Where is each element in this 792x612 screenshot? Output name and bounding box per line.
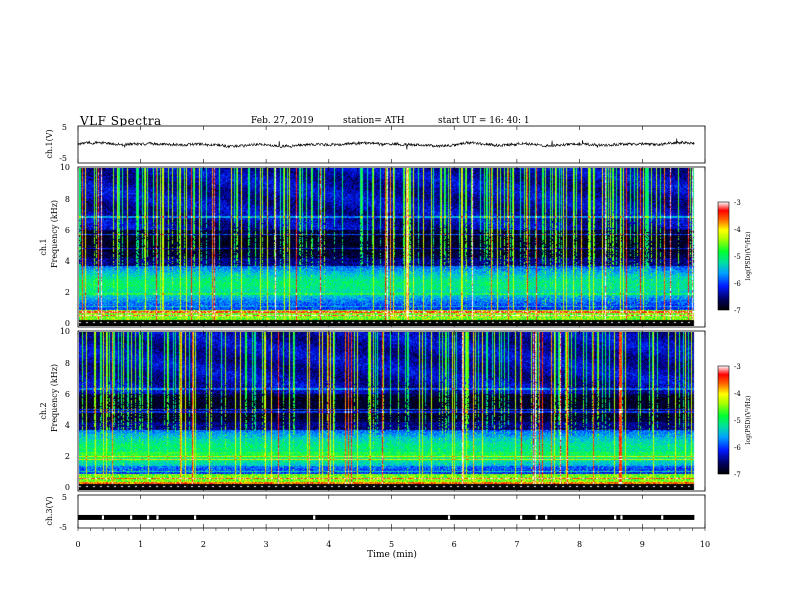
ch1-spec-ylabel-frequency: Frequency (kHz) bbox=[50, 200, 59, 268]
ch3-trace-gap bbox=[614, 515, 617, 520]
ch1-wave-ytick-top: 5 bbox=[62, 123, 67, 132]
x-tick-label-6: 6 bbox=[452, 540, 457, 549]
ch2-colorbar-label: log(PSD)(V²/Hz) bbox=[745, 396, 752, 445]
ch3-waveform-trace bbox=[78, 514, 695, 520]
ch2-colorbar-tick-m4: -4 bbox=[734, 390, 741, 398]
ch2-spectrogram-image bbox=[79, 332, 705, 490]
figure-start-time: start UT = 16: 40: 1 bbox=[438, 116, 530, 126]
panel-ch2-spectrogram: 10 8 6 4 2 0 ch.2 Frequency (kHz) -3 -4 … bbox=[39, 327, 752, 492]
ch1-spec-ytick-10: 10 bbox=[60, 163, 70, 172]
ch3-wave-ylabel: ch.3(V) bbox=[45, 496, 54, 525]
ch1-colorbar-tick-m7: -7 bbox=[734, 307, 741, 315]
ch1-wave-ylabel: ch.1(V) bbox=[45, 129, 54, 158]
x-axis-label: Time (min) bbox=[367, 549, 417, 560]
ch2-spec-ytick-0: 0 bbox=[65, 483, 70, 492]
ch3-trace-gap bbox=[535, 515, 538, 520]
ch1-waveform-line bbox=[77, 138, 695, 150]
x-tick-label-10: 10 bbox=[700, 540, 710, 549]
ch2-colorbar-tick-m5: -5 bbox=[734, 417, 741, 425]
ch3-trace-gap bbox=[101, 515, 105, 520]
ch1-spec-ytick-4: 4 bbox=[65, 257, 70, 266]
figure-station: station= ATH bbox=[343, 116, 405, 126]
ch2-spec-ytick-6: 6 bbox=[65, 390, 70, 399]
ch2-spec-ytick-8: 8 bbox=[65, 359, 70, 368]
ch1-colorbar-tick-m4: -4 bbox=[734, 226, 741, 234]
ch3-trace-band bbox=[78, 514, 695, 520]
ch1-colorbar bbox=[717, 201, 730, 311]
ch2-spec-ytick-4: 4 bbox=[65, 421, 70, 430]
ch2-spec-ytick-10: 10 bbox=[60, 327, 70, 336]
ch2-colorbar-tick-m7: -7 bbox=[734, 471, 741, 479]
ch2-spec-ylabel-channel: ch.2 bbox=[39, 402, 48, 419]
ch3-wave-ytick-bottom: -5 bbox=[59, 523, 67, 532]
x-tick-label-0: 0 bbox=[75, 540, 80, 549]
x-tick-label-8: 8 bbox=[577, 540, 582, 549]
x-tick-label-1: 1 bbox=[138, 540, 143, 549]
figure-title: VLF Spectra bbox=[80, 114, 162, 128]
ch3-trace-gap bbox=[146, 515, 150, 520]
ch3-trace-gap bbox=[193, 515, 197, 520]
ch3-trace-gap bbox=[620, 515, 623, 520]
ch2-colorbar-tick-m3: -3 bbox=[734, 363, 741, 371]
ch1-colorbar-tick-m6: -6 bbox=[734, 280, 741, 288]
ch3-wave-frame bbox=[77, 494, 706, 529]
ch2-spec-ylabel-frequency: Frequency (kHz) bbox=[50, 364, 59, 432]
x-axis: 0 1 2 3 4 5 6 7 8 9 10 bbox=[75, 126, 710, 549]
ch3-trace-gap bbox=[545, 515, 548, 520]
ch3-trace-gap bbox=[313, 515, 316, 520]
ch1-spectrogram-image bbox=[79, 168, 705, 326]
ch3-trace-gap bbox=[661, 515, 664, 520]
x-tick-label-5: 5 bbox=[389, 540, 394, 549]
ch3-wave-ytick-top: 5 bbox=[62, 493, 67, 502]
x-tick-label-3: 3 bbox=[264, 540, 269, 549]
ch1-spec-ytick-2: 2 bbox=[65, 288, 70, 297]
panel-ch1-spectrogram: 10 8 6 4 2 0 ch.1 Frequency (kHz) -3 -4 … bbox=[39, 163, 752, 328]
ch1-colorbar-label: log(PSD)(V²/Hz) bbox=[745, 232, 752, 281]
ch2-colorbar bbox=[717, 365, 730, 475]
ch1-colorbar-tick-m5: -5 bbox=[734, 253, 741, 261]
ch2-colorbar-tick-m6: -6 bbox=[734, 444, 741, 452]
panel-ch3-waveform: 5 -5 ch.3(V) bbox=[45, 493, 706, 532]
ch1-spec-ylabel-channel: ch.1 bbox=[39, 238, 48, 255]
ch1-spec-ytick-8: 8 bbox=[65, 195, 70, 204]
x-tick-label-7: 7 bbox=[514, 540, 519, 549]
ch3-trace-gap bbox=[520, 515, 523, 520]
ch1-wave-ytick-bottom: -5 bbox=[59, 154, 67, 163]
figure-date: Feb. 27, 2019 bbox=[251, 116, 314, 126]
ch1-colorbar-tick-m3: -3 bbox=[734, 199, 741, 207]
x-tick-label-9: 9 bbox=[640, 540, 645, 549]
x-tick-label-4: 4 bbox=[326, 540, 331, 549]
ch3-trace-gap bbox=[130, 515, 133, 520]
ch1-spec-ytick-0: 0 bbox=[65, 319, 70, 328]
ch3-trace-gap bbox=[447, 515, 451, 520]
x-tick-label-2: 2 bbox=[201, 540, 206, 549]
ch1-spec-ytick-6: 6 bbox=[65, 226, 70, 235]
panel-ch1-waveform: 5 -5 ch.1(V) bbox=[45, 123, 706, 164]
ch3-trace-gap bbox=[156, 515, 159, 520]
ch2-spec-ytick-2: 2 bbox=[65, 452, 70, 461]
